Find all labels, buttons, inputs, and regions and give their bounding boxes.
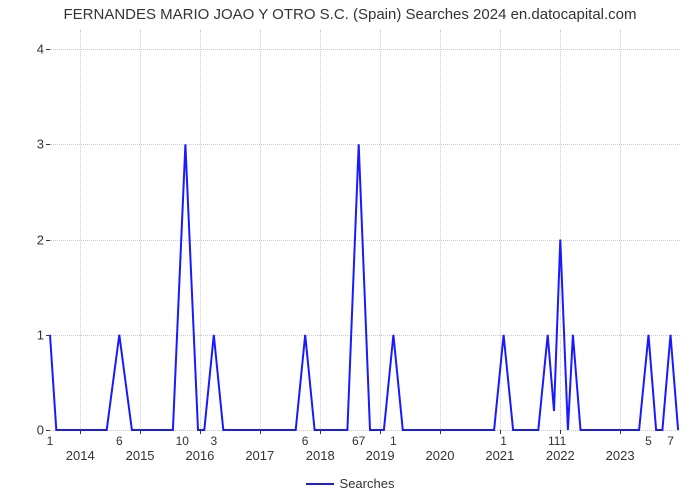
x-year-label: 2017 bbox=[245, 448, 274, 463]
series-line bbox=[50, 30, 680, 430]
point-label: 3 bbox=[210, 434, 217, 448]
point-label: 5 bbox=[645, 434, 652, 448]
legend: Searches bbox=[0, 476, 700, 491]
x-year-label: 2019 bbox=[366, 448, 395, 463]
x-year-label: 2015 bbox=[126, 448, 155, 463]
plot-area bbox=[50, 30, 680, 430]
point-label: 67 bbox=[352, 434, 365, 448]
line-chart: FERNANDES MARIO JOAO Y OTRO S.C. (Spain)… bbox=[0, 0, 700, 500]
y-tick-label: 2 bbox=[4, 232, 44, 247]
x-year-label: 2022 bbox=[546, 448, 575, 463]
x-year-label: 2016 bbox=[185, 448, 214, 463]
point-label: 1 bbox=[390, 434, 397, 448]
x-year-label: 2020 bbox=[426, 448, 455, 463]
y-tick-label: 3 bbox=[4, 137, 44, 152]
chart-title: FERNANDES MARIO JOAO Y OTRO S.C. (Spain)… bbox=[0, 6, 700, 23]
x-year-label: 2023 bbox=[606, 448, 635, 463]
legend-label: Searches bbox=[340, 476, 395, 491]
y-tick-label: 4 bbox=[4, 42, 44, 57]
point-label: 1 bbox=[500, 434, 507, 448]
x-year-label: 2018 bbox=[306, 448, 335, 463]
point-label: 6 bbox=[302, 434, 309, 448]
point-label: 111 bbox=[548, 434, 566, 448]
y-tick-label: 0 bbox=[4, 423, 44, 438]
legend-swatch bbox=[306, 483, 334, 485]
point-label: 7 bbox=[667, 434, 674, 448]
point-label: 6 bbox=[116, 434, 123, 448]
y-tick-label: 1 bbox=[4, 327, 44, 342]
point-label: 1 bbox=[47, 434, 54, 448]
x-year-label: 2021 bbox=[485, 448, 514, 463]
x-year-label: 2014 bbox=[66, 448, 95, 463]
point-label: 10 bbox=[176, 434, 189, 448]
